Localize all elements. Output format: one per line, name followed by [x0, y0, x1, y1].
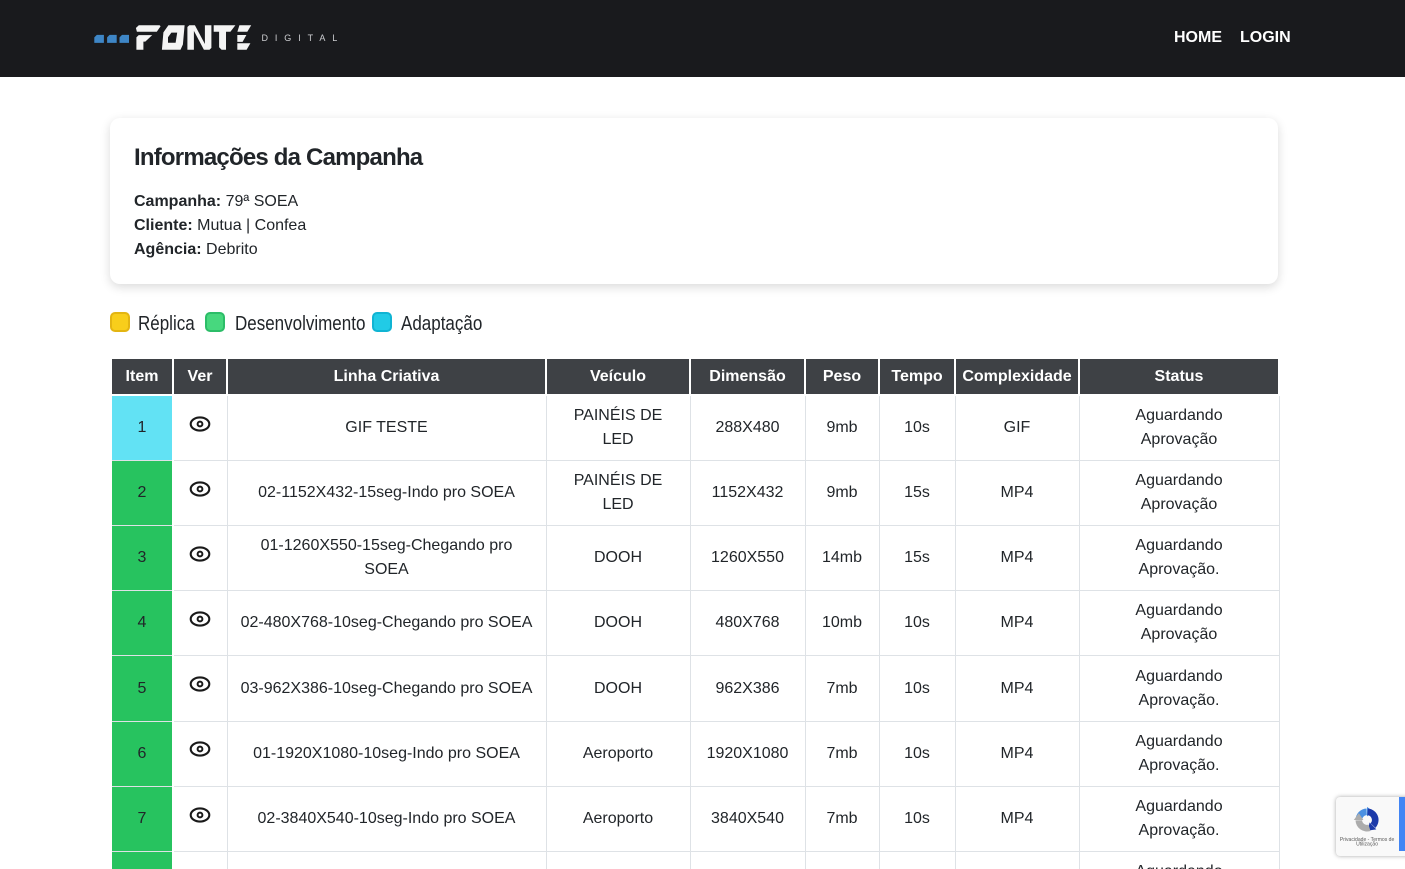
svg-text:DIGITAL: DIGITAL	[262, 33, 345, 43]
